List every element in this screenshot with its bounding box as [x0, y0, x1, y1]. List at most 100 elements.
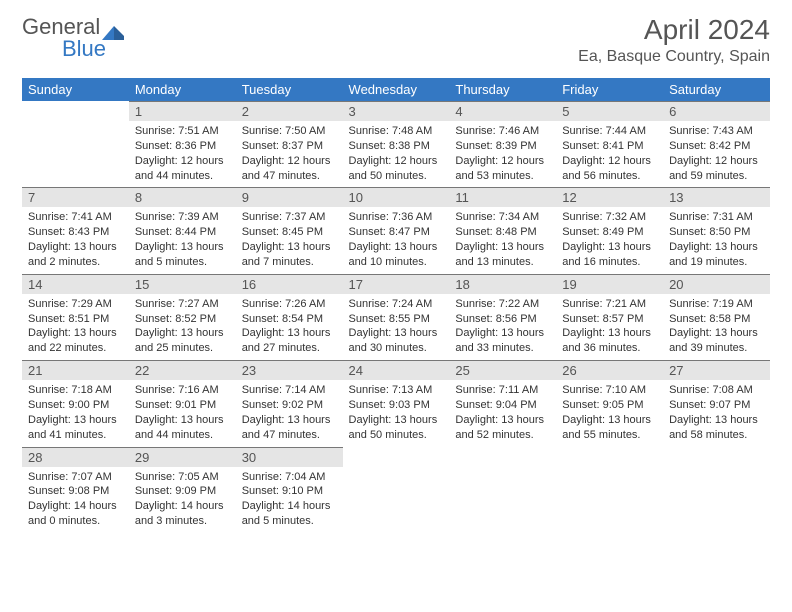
day-content: Sunrise: 7:31 AMSunset: 8:50 PMDaylight:… [663, 207, 770, 273]
day-content: Sunrise: 7:43 AMSunset: 8:42 PMDaylight:… [663, 121, 770, 187]
calendar-cell: 4Sunrise: 7:46 AMSunset: 8:39 PMDaylight… [449, 101, 556, 187]
day-content: Sunrise: 7:27 AMSunset: 8:52 PMDaylight:… [129, 294, 236, 360]
day-number: 18 [449, 274, 556, 294]
title-block: April 2024 Ea, Basque Country, Spain [578, 14, 770, 66]
day-content: Sunrise: 7:13 AMSunset: 9:03 PMDaylight:… [343, 380, 450, 446]
day-content: Sunrise: 7:50 AMSunset: 8:37 PMDaylight:… [236, 121, 343, 187]
weekday-row: Sunday Monday Tuesday Wednesday Thursday… [22, 78, 770, 101]
calendar-cell: 8Sunrise: 7:39 AMSunset: 8:44 PMDaylight… [129, 187, 236, 273]
day-content: Sunrise: 7:36 AMSunset: 8:47 PMDaylight:… [343, 207, 450, 273]
day-content: Sunrise: 7:51 AMSunset: 8:36 PMDaylight:… [129, 121, 236, 187]
calendar-cell: 22Sunrise: 7:16 AMSunset: 9:01 PMDayligh… [129, 360, 236, 446]
day-content: Sunrise: 7:32 AMSunset: 8:49 PMDaylight:… [556, 207, 663, 273]
calendar-cell: 1Sunrise: 7:51 AMSunset: 8:36 PMDaylight… [129, 101, 236, 187]
calendar-cell-empty [22, 101, 129, 187]
calendar-cell: 14Sunrise: 7:29 AMSunset: 8:51 PMDayligh… [22, 274, 129, 360]
page-title: April 2024 [578, 14, 770, 46]
day-number: 2 [236, 101, 343, 121]
day-content: Sunrise: 7:22 AMSunset: 8:56 PMDaylight:… [449, 294, 556, 360]
day-number: 5 [556, 101, 663, 121]
calendar-cell: 24Sunrise: 7:13 AMSunset: 9:03 PMDayligh… [343, 360, 450, 446]
day-number: 3 [343, 101, 450, 121]
calendar-cell: 9Sunrise: 7:37 AMSunset: 8:45 PMDaylight… [236, 187, 343, 273]
day-number: 26 [556, 360, 663, 380]
calendar-cell: 11Sunrise: 7:34 AMSunset: 8:48 PMDayligh… [449, 187, 556, 273]
calendar-cell: 3Sunrise: 7:48 AMSunset: 8:38 PMDaylight… [343, 101, 450, 187]
day-number: 24 [343, 360, 450, 380]
day-number: 28 [22, 447, 129, 467]
day-number: 11 [449, 187, 556, 207]
day-content: Sunrise: 7:05 AMSunset: 9:09 PMDaylight:… [129, 467, 236, 533]
day-content: Sunrise: 7:29 AMSunset: 8:51 PMDaylight:… [22, 294, 129, 360]
day-content: Sunrise: 7:34 AMSunset: 8:48 PMDaylight:… [449, 207, 556, 273]
day-content: Sunrise: 7:37 AMSunset: 8:45 PMDaylight:… [236, 207, 343, 273]
calendar-cell: 15Sunrise: 7:27 AMSunset: 8:52 PMDayligh… [129, 274, 236, 360]
day-number: 27 [663, 360, 770, 380]
calendar-cell: 26Sunrise: 7:10 AMSunset: 9:05 PMDayligh… [556, 360, 663, 446]
day-content: Sunrise: 7:16 AMSunset: 9:01 PMDaylight:… [129, 380, 236, 446]
weekday-header: Sunday [22, 78, 129, 101]
day-number: 1 [129, 101, 236, 121]
weekday-header: Saturday [663, 78, 770, 101]
day-number: 10 [343, 187, 450, 207]
calendar-cell: 21Sunrise: 7:18 AMSunset: 9:00 PMDayligh… [22, 360, 129, 446]
day-number: 13 [663, 187, 770, 207]
calendar-cell: 10Sunrise: 7:36 AMSunset: 8:47 PMDayligh… [343, 187, 450, 273]
weekday-header: Tuesday [236, 78, 343, 101]
calendar-cell: 13Sunrise: 7:31 AMSunset: 8:50 PMDayligh… [663, 187, 770, 273]
calendar-cell-empty [556, 447, 663, 533]
calendar-cell: 30Sunrise: 7:04 AMSunset: 9:10 PMDayligh… [236, 447, 343, 533]
weekday-header: Friday [556, 78, 663, 101]
day-number: 22 [129, 360, 236, 380]
day-content: Sunrise: 7:46 AMSunset: 8:39 PMDaylight:… [449, 121, 556, 187]
calendar-cell-empty [343, 447, 450, 533]
day-number: 29 [129, 447, 236, 467]
day-content: Sunrise: 7:14 AMSunset: 9:02 PMDaylight:… [236, 380, 343, 446]
calendar-cell: 17Sunrise: 7:24 AMSunset: 8:55 PMDayligh… [343, 274, 450, 360]
calendar-cell-empty [663, 447, 770, 533]
calendar-cell: 19Sunrise: 7:21 AMSunset: 8:57 PMDayligh… [556, 274, 663, 360]
day-number: 23 [236, 360, 343, 380]
day-number: 4 [449, 101, 556, 121]
day-number: 25 [449, 360, 556, 380]
day-content: Sunrise: 7:10 AMSunset: 9:05 PMDaylight:… [556, 380, 663, 446]
calendar-cell: 7Sunrise: 7:41 AMSunset: 8:43 PMDaylight… [22, 187, 129, 273]
weekday-header: Wednesday [343, 78, 450, 101]
day-content: Sunrise: 7:24 AMSunset: 8:55 PMDaylight:… [343, 294, 450, 360]
day-number: 12 [556, 187, 663, 207]
day-number: 30 [236, 447, 343, 467]
day-number: 7 [22, 187, 129, 207]
calendar-cell: 20Sunrise: 7:19 AMSunset: 8:58 PMDayligh… [663, 274, 770, 360]
day-content: Sunrise: 7:26 AMSunset: 8:54 PMDaylight:… [236, 294, 343, 360]
calendar-cell: 16Sunrise: 7:26 AMSunset: 8:54 PMDayligh… [236, 274, 343, 360]
calendar-cell: 18Sunrise: 7:22 AMSunset: 8:56 PMDayligh… [449, 274, 556, 360]
day-content: Sunrise: 7:19 AMSunset: 8:58 PMDaylight:… [663, 294, 770, 360]
calendar-cell: 5Sunrise: 7:44 AMSunset: 8:41 PMDaylight… [556, 101, 663, 187]
day-content: Sunrise: 7:04 AMSunset: 9:10 PMDaylight:… [236, 467, 343, 533]
day-number: 15 [129, 274, 236, 294]
weekday-header: Thursday [449, 78, 556, 101]
day-content: Sunrise: 7:44 AMSunset: 8:41 PMDaylight:… [556, 121, 663, 187]
day-content: Sunrise: 7:07 AMSunset: 9:08 PMDaylight:… [22, 467, 129, 533]
calendar-cell: 12Sunrise: 7:32 AMSunset: 8:49 PMDayligh… [556, 187, 663, 273]
day-number: 16 [236, 274, 343, 294]
day-content: Sunrise: 7:18 AMSunset: 9:00 PMDaylight:… [22, 380, 129, 446]
day-number: 21 [22, 360, 129, 380]
day-content: Sunrise: 7:39 AMSunset: 8:44 PMDaylight:… [129, 207, 236, 273]
day-number: 14 [22, 274, 129, 294]
location-text: Ea, Basque Country, Spain [578, 48, 770, 66]
calendar-cell: 29Sunrise: 7:05 AMSunset: 9:09 PMDayligh… [129, 447, 236, 533]
calendar-cell-empty [449, 447, 556, 533]
day-number: 6 [663, 101, 770, 121]
day-content: Sunrise: 7:11 AMSunset: 9:04 PMDaylight:… [449, 380, 556, 446]
calendar-cell: 6Sunrise: 7:43 AMSunset: 8:42 PMDaylight… [663, 101, 770, 187]
calendar-cell: 25Sunrise: 7:11 AMSunset: 9:04 PMDayligh… [449, 360, 556, 446]
weekday-header: Monday [129, 78, 236, 101]
day-number: 8 [129, 187, 236, 207]
calendar-cell: 27Sunrise: 7:08 AMSunset: 9:07 PMDayligh… [663, 360, 770, 446]
calendar-table: Sunday Monday Tuesday Wednesday Thursday… [22, 78, 770, 533]
header: GeneralBlue April 2024 Ea, Basque Countr… [0, 0, 792, 70]
day-number: 17 [343, 274, 450, 294]
day-content: Sunrise: 7:08 AMSunset: 9:07 PMDaylight:… [663, 380, 770, 446]
day-number: 19 [556, 274, 663, 294]
